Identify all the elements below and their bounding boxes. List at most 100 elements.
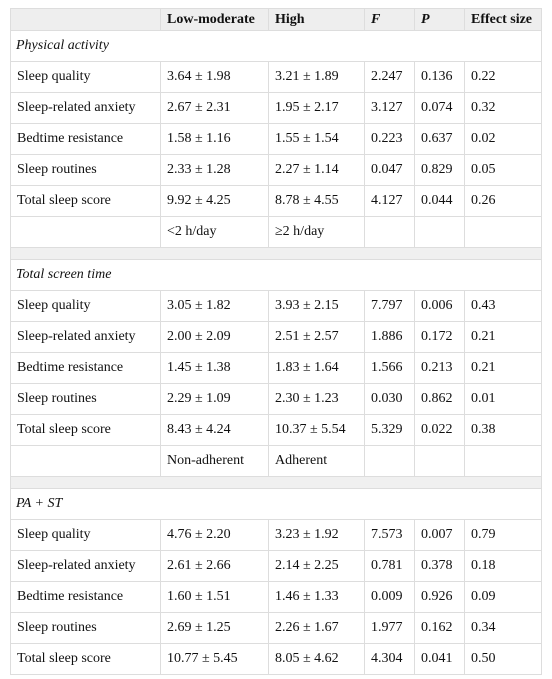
value-cell: 0.21 xyxy=(464,321,542,353)
value-cell: 3.21 ± 1.89 xyxy=(268,61,365,93)
value-cell: 0.02 xyxy=(464,123,542,155)
row-label: Bedtime resistance xyxy=(10,123,161,155)
value-cell: 0.43 xyxy=(464,290,542,322)
value-cell: 0.213 xyxy=(414,352,465,384)
value-cell: 0.09 xyxy=(464,581,542,613)
value-cell: 1.46 ± 1.33 xyxy=(268,581,365,613)
value-cell: 0.074 xyxy=(414,92,465,124)
group-label: Non-adherent xyxy=(160,445,269,477)
column-header: Low-moderate xyxy=(160,8,269,31)
value-cell: 0.26 xyxy=(464,185,542,217)
group-label: <2 h/day xyxy=(160,216,269,248)
value-cell: 0.01 xyxy=(464,383,542,415)
value-cell: 0.32 xyxy=(464,92,542,124)
value-cell: 1.95 ± 2.17 xyxy=(268,92,365,124)
value-cell: 0.21 xyxy=(464,352,542,384)
value-cell: 0.926 xyxy=(414,581,465,613)
value-cell: 0.50 xyxy=(464,643,542,675)
value-cell: 0.34 xyxy=(464,612,542,644)
table-row: Non-adherent Adherent xyxy=(10,445,542,477)
empty-cell xyxy=(464,445,542,477)
value-cell: 2.69 ± 1.25 xyxy=(160,612,269,644)
table-row xyxy=(10,247,542,260)
table-row: Total sleep score 8.43 ± 4.24 10.37 ± 5.54… xyxy=(10,414,542,446)
row-label: Sleep routines xyxy=(10,383,161,415)
table-row: Bedtime resistance 1.60 ± 1.51 1.46 ± 1.33… xyxy=(10,581,542,613)
value-cell: 3.23 ± 1.92 xyxy=(268,519,365,551)
table-row: Total sleep score 10.77 ± 5.45 8.05 ± 4.62… xyxy=(10,643,542,675)
value-cell: 0.38 xyxy=(464,414,542,446)
value-cell: 0.862 xyxy=(414,383,465,415)
value-cell: 0.030 xyxy=(364,383,415,415)
row-label: Sleep quality xyxy=(10,61,161,93)
value-cell: 7.573 xyxy=(364,519,415,551)
header-cell xyxy=(10,8,161,31)
value-cell: 7.797 xyxy=(364,290,415,322)
value-cell: 5.329 xyxy=(364,414,415,446)
value-cell: 1.58 ± 1.16 xyxy=(160,123,269,155)
section-title: Physical activity xyxy=(10,30,542,62)
empty-cell xyxy=(414,216,465,248)
value-cell: 2.51 ± 2.57 xyxy=(268,321,365,353)
value-cell: 2.61 ± 2.66 xyxy=(160,550,269,582)
value-cell: 8.43 ± 4.24 xyxy=(160,414,269,446)
value-cell: 2.33 ± 1.28 xyxy=(160,154,269,186)
value-cell: 2.14 ± 2.25 xyxy=(268,550,365,582)
value-cell: 8.05 ± 4.62 xyxy=(268,643,365,675)
value-cell: 1.45 ± 1.38 xyxy=(160,352,269,384)
value-cell: 0.22 xyxy=(464,61,542,93)
table-row: Sleep-related anxiety 2.67 ± 2.31 1.95 ± 2… xyxy=(10,92,542,124)
empty-cell xyxy=(364,445,415,477)
value-cell: 4.76 ± 2.20 xyxy=(160,519,269,551)
table-row: Sleep quality 3.05 ± 1.82 3.93 ± 2.15 7.797… xyxy=(10,290,542,322)
table-row: Bedtime resistance 1.45 ± 1.38 1.83 ± 1.64… xyxy=(10,352,542,384)
value-cell: 0.162 xyxy=(414,612,465,644)
table-row: Sleep-related anxiety 2.61 ± 2.66 2.14 ± 2… xyxy=(10,550,542,582)
row-label: Sleep quality xyxy=(10,290,161,322)
value-cell: 1.977 xyxy=(364,612,415,644)
spacer xyxy=(10,476,542,489)
group-label: ≥2 h/day xyxy=(268,216,365,248)
value-cell: 2.26 ± 1.67 xyxy=(268,612,365,644)
table-row xyxy=(10,476,542,489)
value-cell: 0.044 xyxy=(414,185,465,217)
value-cell: 1.60 ± 1.51 xyxy=(160,581,269,613)
spacer xyxy=(10,247,542,260)
value-cell: 0.172 xyxy=(414,321,465,353)
table-row: PA + ST xyxy=(10,488,542,520)
value-cell: 0.829 xyxy=(414,154,465,186)
value-cell: 9.92 ± 4.25 xyxy=(160,185,269,217)
row-label: Bedtime resistance xyxy=(10,581,161,613)
empty-cell xyxy=(464,216,542,248)
value-cell: 2.27 ± 1.14 xyxy=(268,154,365,186)
row-label: Total sleep score xyxy=(10,643,161,675)
value-cell: 0.009 xyxy=(364,581,415,613)
value-cell: 1.566 xyxy=(364,352,415,384)
table-row: Total screen time xyxy=(10,259,542,291)
row-label: Bedtime resistance xyxy=(10,352,161,384)
value-cell: 0.378 xyxy=(414,550,465,582)
table-row: Sleep routines 2.29 ± 1.09 2.30 ± 1.23 0.03… xyxy=(10,383,542,415)
value-cell: 2.67 ± 2.31 xyxy=(160,92,269,124)
row-label: Sleep-related anxiety xyxy=(10,92,161,124)
value-cell: 10.77 ± 5.45 xyxy=(160,643,269,675)
row-label: Total sleep score xyxy=(10,185,161,217)
value-cell: 8.78 ± 4.55 xyxy=(268,185,365,217)
row-label: Sleep-related anxiety xyxy=(10,550,161,582)
value-cell: 10.37 ± 5.54 xyxy=(268,414,365,446)
value-cell: 4.127 xyxy=(364,185,415,217)
value-cell: 1.55 ± 1.54 xyxy=(268,123,365,155)
empty-cell xyxy=(10,445,161,477)
table-row: Total sleep score 9.92 ± 4.25 8.78 ± 4.55 4… xyxy=(10,185,542,217)
value-cell: 0.223 xyxy=(364,123,415,155)
table-body: Low-moderate High F P Effect size Physical ac… xyxy=(10,8,542,675)
value-cell: 2.29 ± 1.09 xyxy=(160,383,269,415)
value-cell: 3.05 ± 1.82 xyxy=(160,290,269,322)
column-header: F xyxy=(364,8,415,31)
group-label: Adherent xyxy=(268,445,365,477)
empty-cell xyxy=(10,216,161,248)
row-label: Sleep-related anxiety xyxy=(10,321,161,353)
table-row: Physical activity xyxy=(10,30,542,62)
value-cell: 1.83 ± 1.64 xyxy=(268,352,365,384)
